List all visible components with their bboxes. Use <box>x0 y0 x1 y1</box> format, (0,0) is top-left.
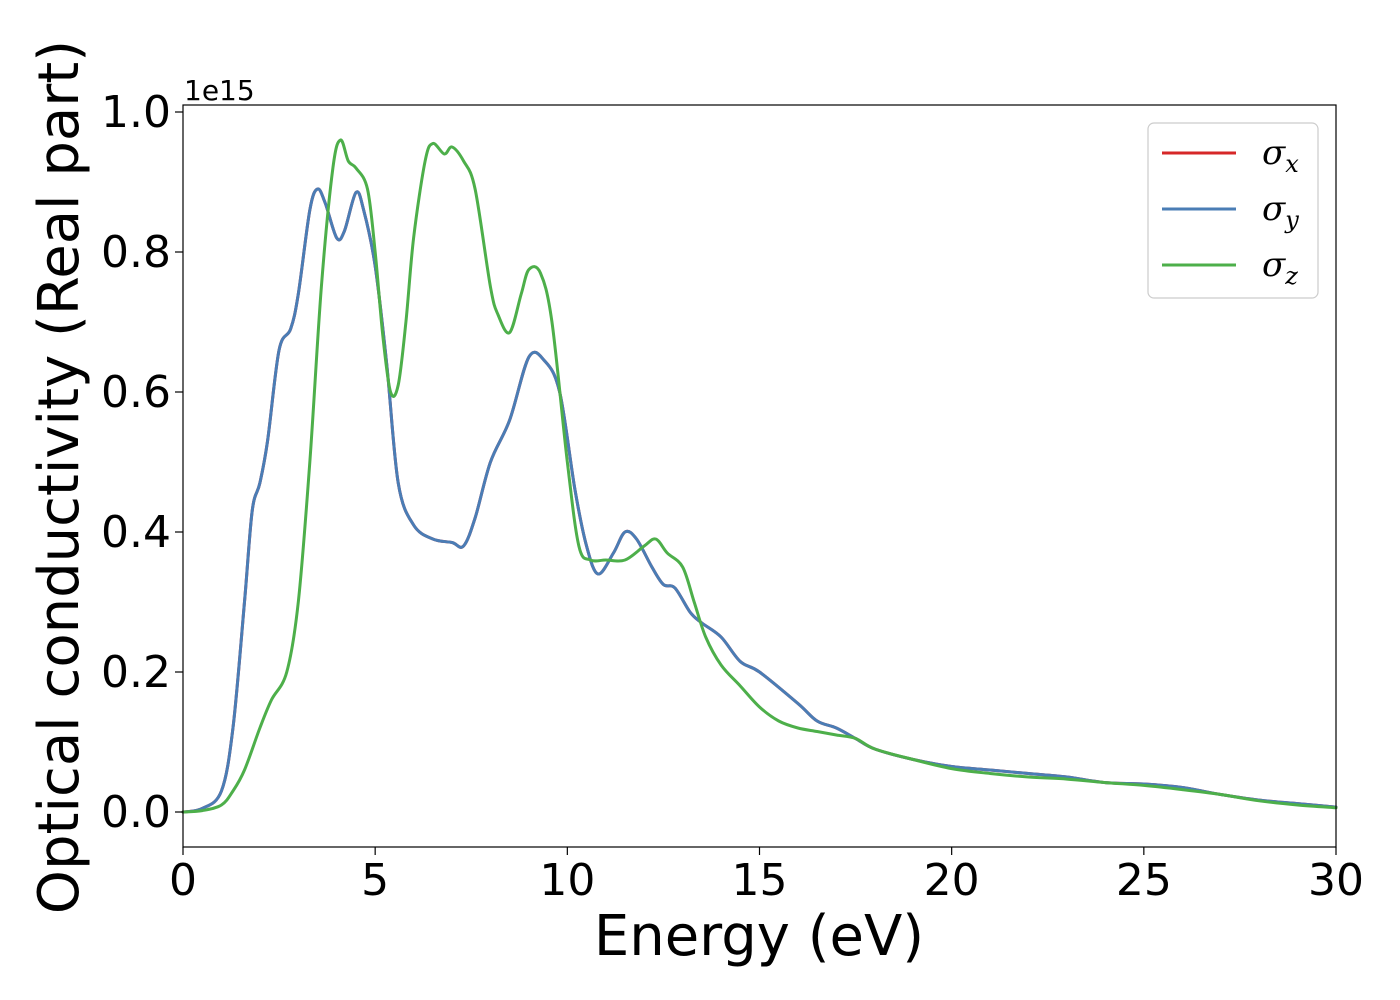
y-tick-label: 0.2 <box>101 647 171 698</box>
x-tick-label: 5 <box>361 855 389 906</box>
y-axis-offset-label: 1e15 <box>184 74 255 107</box>
x-tick-label: 30 <box>1308 855 1364 906</box>
x-tick-label: 20 <box>924 855 980 906</box>
legend-symbol: σ <box>1262 133 1286 173</box>
series-layer <box>181 138 1338 814</box>
x-tick-label: 15 <box>732 855 788 906</box>
legend-label-sigma-x: σx <box>1262 133 1299 178</box>
x-tick-label: 10 <box>539 855 595 906</box>
y-tick-label: 0.0 <box>101 787 171 838</box>
series-line-sigma-z <box>181 138 1338 814</box>
x-tick-label: 0 <box>169 855 197 906</box>
y-tick-label: 0.4 <box>101 507 171 558</box>
y-axis-ticks: 0.0 0.2 0.4 0.6 0.8 1.0 <box>101 87 183 838</box>
y-tick-label: 0.6 <box>101 367 171 418</box>
legend-symbol: σ <box>1262 245 1286 285</box>
y-tick-label: 1.0 <box>101 87 171 138</box>
legend-subscript: x <box>1285 150 1299 178</box>
legend-symbol: σ <box>1262 189 1286 229</box>
legend-subscript: y <box>1284 206 1299 234</box>
x-axis-ticks: 0 5 10 15 20 25 30 <box>169 847 1364 906</box>
legend-label-sigma-z: σz <box>1262 245 1298 290</box>
x-tick-label: 25 <box>1116 855 1172 906</box>
y-axis-title: Optical conductivity (Real part) <box>27 40 92 914</box>
y-tick-label: 0.8 <box>101 227 171 278</box>
legend-label-sigma-y: σy <box>1262 189 1299 234</box>
legend-subscript: z <box>1284 262 1298 290</box>
x-axis-title: Energy (eV) <box>594 904 924 969</box>
